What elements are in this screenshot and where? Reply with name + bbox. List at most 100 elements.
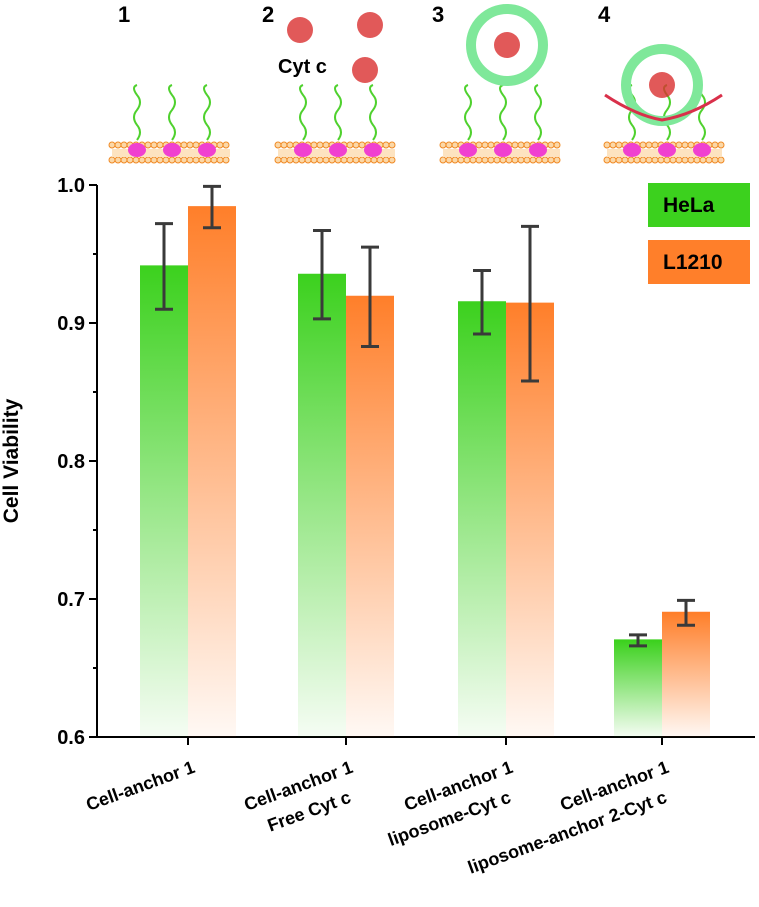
- lipid-head: [451, 156, 459, 164]
- lipid-head: [310, 156, 318, 164]
- error-bar: [361, 245, 379, 348]
- lipid-head: [310, 141, 318, 149]
- lipid-head: [511, 141, 519, 149]
- lipid-head: [439, 141, 447, 149]
- lipid-head: [529, 156, 537, 164]
- lipid-head: [186, 156, 194, 164]
- panel-number: 1: [118, 2, 130, 27]
- lipid-head: [388, 156, 396, 164]
- lipid-head: [138, 156, 146, 164]
- lipid-head: [328, 156, 336, 164]
- lipid-head: [150, 141, 158, 149]
- lipid-head: [358, 141, 366, 149]
- lipid-head: [274, 141, 282, 149]
- lipid-head: [382, 156, 390, 164]
- lipid-head: [523, 156, 531, 164]
- anchor-head: [693, 143, 711, 157]
- bar: [458, 302, 506, 737]
- lipid-head: [346, 141, 354, 149]
- anchor-head: [198, 143, 216, 157]
- anchor-head: [329, 143, 347, 157]
- bar: [298, 274, 346, 737]
- cyt-c-label: Cyt c: [278, 56, 327, 78]
- lipid-head: [541, 156, 549, 164]
- lipid-head: [711, 156, 719, 164]
- lipid-head: [126, 156, 134, 164]
- lipid-head: [481, 141, 489, 149]
- lipid-head: [645, 156, 653, 164]
- anchor-chain: [534, 84, 542, 141]
- bar: [346, 296, 394, 737]
- lipid-head: [144, 141, 152, 149]
- protein: [352, 57, 378, 83]
- anchor-head: [163, 143, 181, 157]
- lipid-head: [156, 141, 164, 149]
- anchor-head: [494, 143, 512, 157]
- error-bar: [155, 222, 173, 311]
- y-axis-label: Cell Viability: [0, 398, 23, 523]
- anchor-head: [364, 143, 382, 157]
- lipid-head: [280, 156, 288, 164]
- x-tick-label: Cell-anchor 1: [83, 757, 197, 815]
- lipid-head: [675, 141, 683, 149]
- lipid-head: [663, 156, 671, 164]
- lipid-head: [651, 156, 659, 164]
- lipid-head: [168, 156, 176, 164]
- lipid-head: [274, 156, 282, 164]
- lipid-head: [481, 156, 489, 164]
- lipid-head: [639, 156, 647, 164]
- illustrations: [108, 4, 725, 164]
- panel-number: 3: [432, 2, 444, 27]
- legend-label: L1210: [663, 251, 723, 274]
- lipid-head: [114, 156, 122, 164]
- bar: [140, 266, 188, 737]
- lipid-head: [669, 156, 677, 164]
- lipid-head: [633, 156, 641, 164]
- error-bar: [677, 598, 695, 627]
- lipid-head: [445, 141, 453, 149]
- lipid-head: [286, 141, 294, 149]
- lipid-head: [711, 141, 719, 149]
- lipid-head: [463, 156, 471, 164]
- anchor-chain: [499, 84, 507, 141]
- lipid-head: [346, 156, 354, 164]
- error-bar: [473, 269, 491, 336]
- lipid-head: [603, 141, 611, 149]
- lipid-head: [547, 141, 555, 149]
- lipid-head: [120, 156, 128, 164]
- lipid-head: [523, 141, 531, 149]
- lipid-head: [322, 156, 330, 164]
- lipid-head: [352, 156, 360, 164]
- lipid-head: [316, 141, 324, 149]
- lipid-head: [439, 156, 447, 164]
- anchor-head: [128, 143, 146, 157]
- lipid-head: [693, 156, 701, 164]
- lipid-head: [322, 141, 330, 149]
- lipid-head: [108, 156, 116, 164]
- lipid-head: [639, 141, 647, 149]
- protein: [357, 12, 383, 38]
- lipid-head: [114, 141, 122, 149]
- lipid-head: [316, 156, 324, 164]
- protein: [494, 32, 520, 58]
- lipid-head: [699, 156, 707, 164]
- lipid-head: [717, 156, 725, 164]
- y-tick-label: 1.0: [57, 175, 85, 197]
- lipid-head: [609, 156, 617, 164]
- lipid-head: [475, 141, 483, 149]
- error-bar: [313, 229, 331, 321]
- lipid-head: [717, 141, 725, 149]
- anchor-head: [529, 143, 547, 157]
- y-tick-label: 0.9: [57, 313, 85, 335]
- anchor-chain: [133, 84, 141, 141]
- anchor-chain: [464, 84, 472, 141]
- lipid-head: [216, 156, 224, 164]
- lipid-head: [547, 156, 555, 164]
- bar: [614, 640, 662, 737]
- anchor-chain: [334, 84, 342, 141]
- lipid-head: [370, 156, 378, 164]
- lipid-head: [553, 141, 561, 149]
- y-tick-label: 0.8: [57, 451, 85, 473]
- lipid-head: [156, 156, 164, 164]
